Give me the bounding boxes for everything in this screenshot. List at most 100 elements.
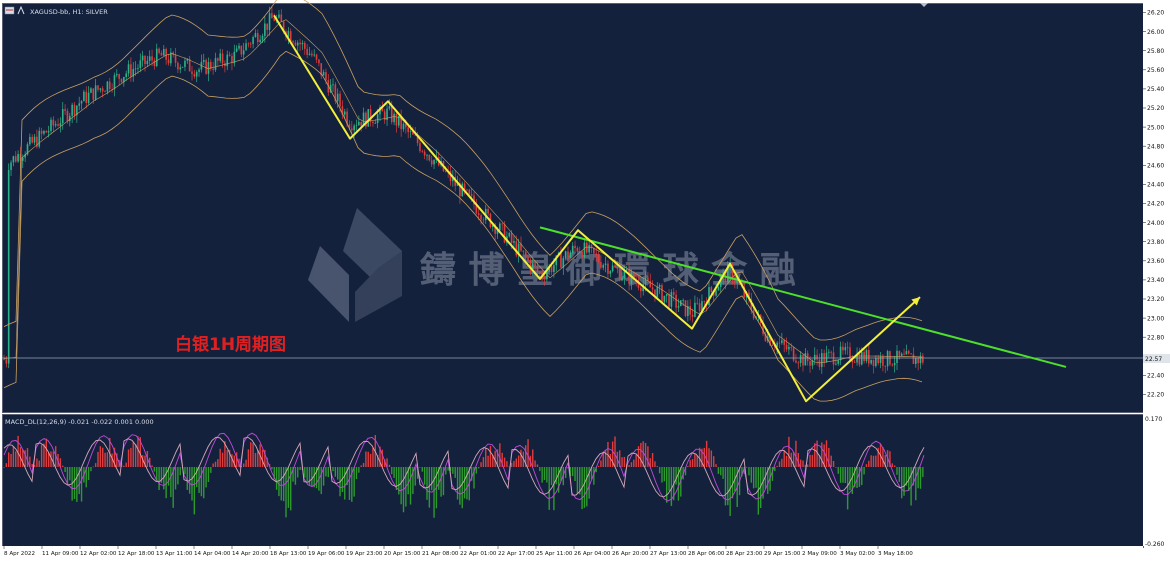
macd-bar <box>15 451 17 467</box>
chart-mode-icon[interactable] <box>17 5 25 15</box>
time-tick-label: 19 Apr 23:00 <box>346 551 383 557</box>
macd-bar <box>322 467 325 486</box>
macd-bar <box>807 464 809 467</box>
macd-bar <box>884 455 886 467</box>
macd-bar <box>748 467 750 476</box>
candle-body <box>835 363 837 365</box>
price-tag-box <box>1143 354 1170 363</box>
candle-body <box>651 287 654 290</box>
candle-body <box>628 269 630 284</box>
zigzag-group[interactable] <box>273 14 921 403</box>
scroll-marker-icon[interactable] <box>920 3 928 7</box>
trendline-group[interactable] <box>539 226 1067 368</box>
price-tick-label: 25.80 <box>1147 48 1164 55</box>
macd-bar <box>534 460 536 467</box>
macd-bar <box>442 467 445 496</box>
macd-bar <box>473 467 475 489</box>
candle-body <box>339 93 341 107</box>
macd-bar <box>828 447 830 467</box>
macd-bar <box>741 467 743 477</box>
macd-bar <box>475 467 478 474</box>
candle-body <box>494 224 496 234</box>
macd-bar <box>391 467 393 475</box>
macd-bar <box>102 447 104 467</box>
macd-bar <box>407 467 409 495</box>
macd-bar <box>569 467 572 477</box>
macd-bar <box>431 467 433 491</box>
macd-bar <box>854 467 856 488</box>
macd-bar <box>553 467 555 511</box>
macd-bar <box>861 467 863 486</box>
candle-body <box>106 81 109 92</box>
candle-body <box>917 357 919 364</box>
macd-bar <box>785 455 788 467</box>
macd-bar <box>245 459 247 467</box>
candle-body <box>708 287 710 306</box>
candle-body <box>731 264 734 281</box>
macd-bar <box>454 467 456 478</box>
candle-body <box>818 359 821 368</box>
bollinger-upper <box>3 0 923 341</box>
macd-bar <box>351 467 353 502</box>
macd-bar <box>856 467 858 488</box>
macd-bar <box>804 464 807 467</box>
candle-body <box>482 219 485 221</box>
macd-bar <box>447 467 449 471</box>
macd-bar <box>73 467 76 500</box>
time-tick-label: 22 Apr 17:00 <box>498 551 535 557</box>
time-tick-label: 2 May 09:00 <box>802 551 837 557</box>
candle-body <box>611 265 614 272</box>
macd-bar <box>177 467 179 485</box>
candle-body <box>87 92 90 103</box>
macd-bar <box>513 460 515 467</box>
candle-body <box>419 143 421 151</box>
macd-bar <box>668 467 670 491</box>
macd-bar <box>872 455 875 467</box>
candle-body <box>896 350 898 363</box>
macd-bar <box>275 467 278 490</box>
macd-bar <box>440 467 442 497</box>
macd-bar <box>12 446 15 467</box>
candle-body <box>816 354 818 360</box>
macd-bar <box>783 450 785 467</box>
candle-body <box>872 359 875 367</box>
macd-bar <box>694 453 696 467</box>
candle-body <box>306 48 308 55</box>
macd-bar <box>320 467 322 495</box>
macd-bar <box>271 467 273 470</box>
macd-bar <box>235 452 238 467</box>
macd-bar <box>849 467 851 491</box>
candle-body <box>670 292 673 307</box>
candle-body <box>155 48 158 66</box>
time-tick-label: 21 Apr 08:00 <box>422 551 459 557</box>
macd-bar <box>365 451 367 467</box>
candle-body <box>254 33 257 38</box>
candle-body <box>184 60 186 67</box>
candle-body <box>804 353 807 366</box>
candle-body <box>14 156 17 162</box>
macd-bar <box>661 467 663 483</box>
macd-bar <box>111 453 113 467</box>
macd-bar <box>654 461 656 467</box>
macd-bar <box>31 464 33 467</box>
zigzag-line[interactable] <box>273 14 921 403</box>
macd-bar <box>297 467 299 478</box>
macd-bar <box>412 467 414 494</box>
candle-body <box>40 130 43 134</box>
candle-body <box>578 251 581 253</box>
macd-bar <box>889 451 891 467</box>
candle-body <box>868 350 870 364</box>
macd-bar <box>677 467 680 501</box>
candle-body <box>851 360 854 363</box>
candle-body <box>797 362 800 364</box>
candle-body <box>61 109 64 124</box>
macd-bar <box>191 467 193 501</box>
candle-body <box>167 59 170 64</box>
macd-bar <box>217 459 219 467</box>
trendline[interactable] <box>539 226 1067 368</box>
price-tick-label: 25.60 <box>1147 67 1164 74</box>
time-tick-label: 22 Apr 01:00 <box>460 551 497 557</box>
macd-bar <box>381 449 384 467</box>
candle-body <box>386 108 388 120</box>
macd-bar <box>400 467 402 505</box>
